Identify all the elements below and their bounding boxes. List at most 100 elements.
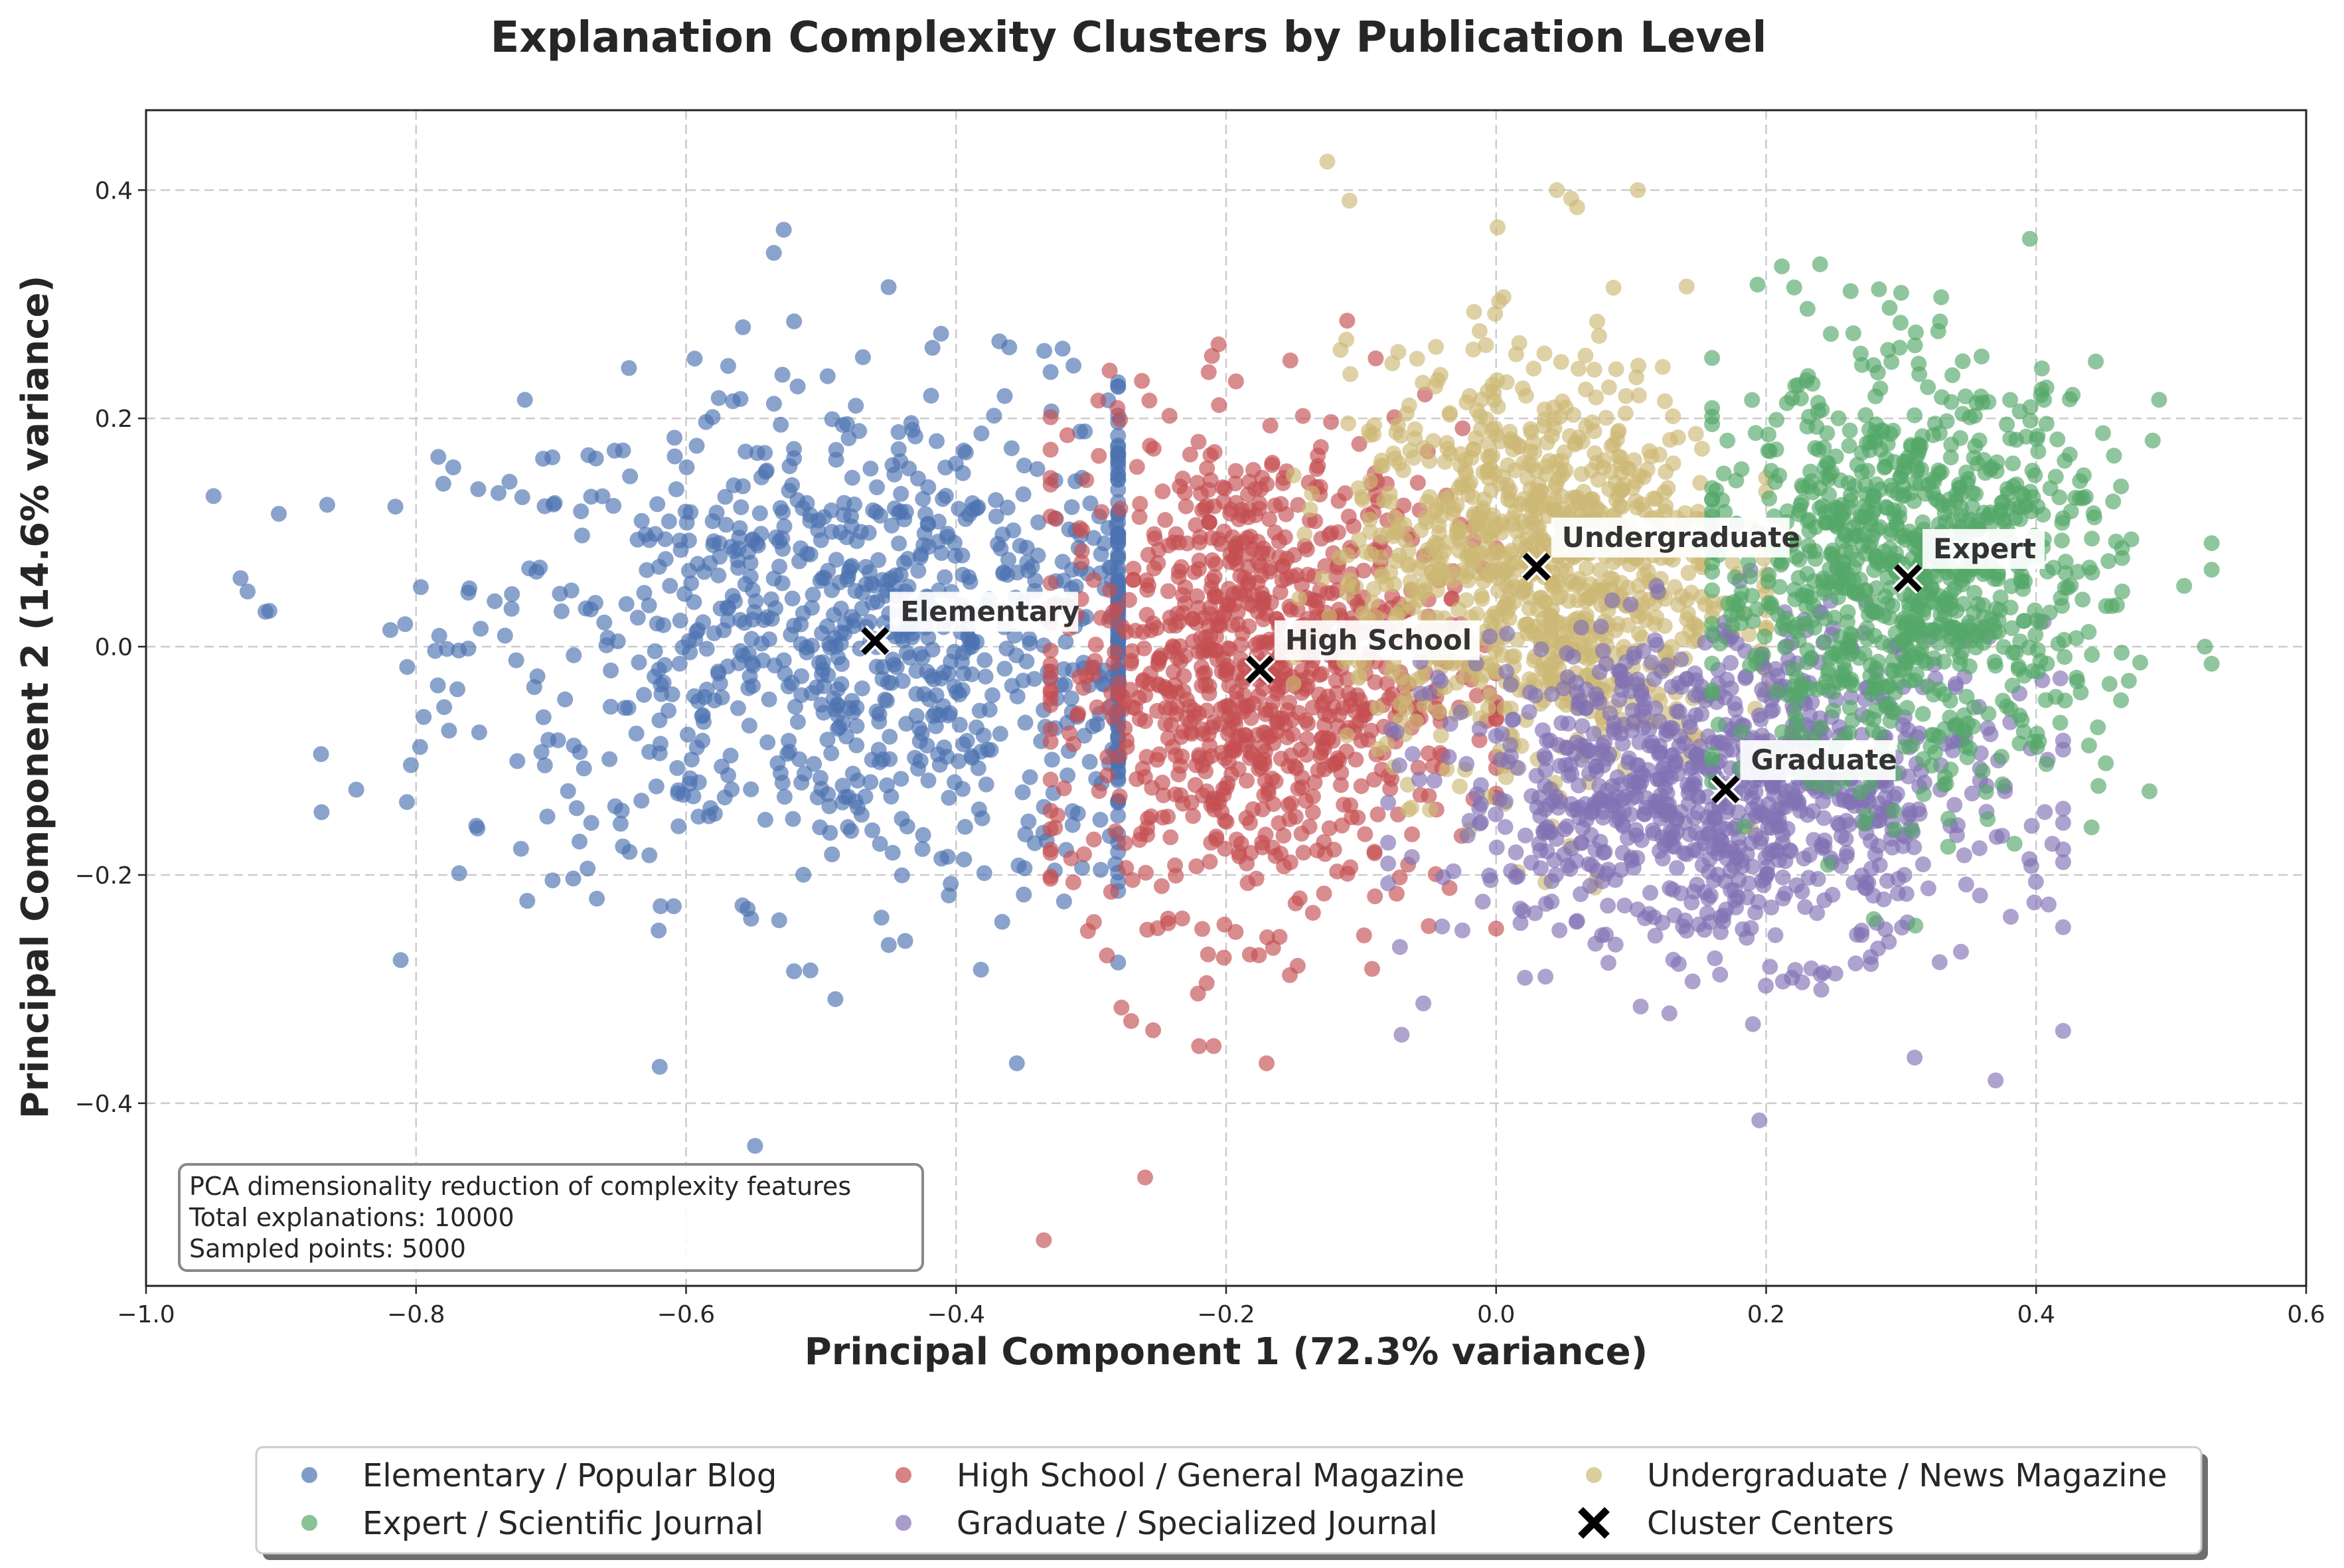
data-point	[1715, 465, 1732, 482]
data-point	[992, 540, 1009, 557]
data-point	[1757, 628, 1773, 645]
data-point	[1404, 826, 1421, 842]
data-point	[1367, 350, 1384, 366]
data-point	[1294, 577, 1310, 593]
data-point	[1553, 627, 1569, 643]
data-point	[1857, 477, 1874, 493]
data-point	[508, 652, 524, 668]
data-point	[1879, 873, 1895, 889]
data-point	[803, 685, 820, 701]
data-point	[1809, 905, 1826, 921]
data-point	[1595, 738, 1611, 754]
data-point	[1085, 572, 1102, 588]
data-point	[1678, 278, 1695, 295]
data-point	[1776, 639, 1793, 656]
data-point	[935, 698, 951, 714]
data-point	[1610, 486, 1626, 503]
data-point	[1704, 682, 1721, 698]
data-point	[1018, 653, 1035, 670]
data-point	[1555, 680, 1572, 696]
data-point	[982, 742, 999, 758]
data-point	[536, 757, 553, 773]
data-point	[1076, 728, 1093, 744]
data-point	[501, 473, 518, 490]
data-point	[994, 913, 1010, 930]
data-point	[1987, 623, 2003, 640]
data-point	[639, 562, 655, 578]
data-point	[1087, 637, 1104, 653]
data-point	[879, 777, 896, 793]
data-point	[1304, 905, 1321, 921]
data-point	[894, 672, 911, 689]
data-point	[1411, 771, 1427, 788]
data-point	[726, 477, 742, 494]
data-point	[891, 535, 907, 552]
data-point	[2095, 425, 2111, 441]
data-point	[1119, 739, 1135, 755]
data-point	[843, 823, 860, 839]
data-point	[1008, 1055, 1025, 1071]
data-point	[1042, 697, 1059, 714]
data-point	[1657, 393, 1673, 410]
data-point	[622, 468, 639, 485]
data-point	[1316, 706, 1333, 722]
data-point	[2051, 489, 2068, 506]
data-point	[1677, 815, 1693, 831]
data-point	[1196, 609, 1212, 626]
data-point	[890, 441, 907, 457]
data-point	[1103, 559, 1119, 576]
data-point	[1871, 281, 1887, 297]
data-point	[877, 588, 894, 604]
data-point	[1865, 357, 1882, 373]
data-point	[1480, 470, 1497, 487]
data-point	[1717, 504, 1733, 520]
data-point	[2142, 783, 2157, 799]
data-point	[1482, 529, 1499, 546]
data-point	[1680, 565, 1697, 581]
data-point	[1009, 564, 1026, 581]
data-point	[702, 800, 719, 817]
data-point	[2055, 742, 2071, 758]
data-point	[1953, 943, 1969, 960]
data-point	[1321, 820, 1338, 836]
data-point	[1483, 482, 1500, 499]
data-point	[1121, 591, 1137, 608]
data-point	[1775, 890, 1791, 907]
data-point	[1816, 810, 1832, 826]
data-point	[1680, 795, 1697, 812]
data-point	[1900, 768, 1916, 785]
data-point	[1994, 828, 2010, 844]
data-point	[1342, 366, 1359, 382]
data-point	[1168, 868, 1184, 884]
data-point	[1763, 900, 1780, 915]
data-point	[1290, 780, 1306, 797]
data-point	[1841, 437, 1857, 454]
data-point	[1828, 448, 1844, 465]
data-point	[2069, 669, 2085, 686]
data-point	[1367, 888, 1383, 905]
data-point	[1897, 527, 1913, 544]
data-point	[1876, 459, 1893, 476]
data-point	[536, 498, 553, 514]
data-point	[1134, 760, 1151, 777]
data-point	[2030, 443, 2047, 460]
data-point	[2203, 562, 2220, 578]
data-point	[1911, 366, 1928, 382]
data-point	[1421, 685, 1438, 701]
data-point	[1274, 710, 1290, 727]
data-point	[1235, 687, 1252, 704]
data-point	[1229, 556, 1245, 572]
data-point	[1865, 888, 1881, 904]
data-point	[1217, 480, 1233, 497]
data-point	[1202, 738, 1218, 754]
data-point	[1995, 494, 2011, 510]
data-point	[884, 517, 900, 534]
data-point	[1433, 727, 1449, 744]
data-point	[1093, 862, 1109, 878]
data-point	[971, 801, 987, 818]
data-point	[490, 485, 507, 501]
data-point	[747, 593, 764, 609]
data-point	[1117, 720, 1133, 737]
data-point	[2077, 489, 2094, 505]
data-point	[603, 663, 619, 678]
